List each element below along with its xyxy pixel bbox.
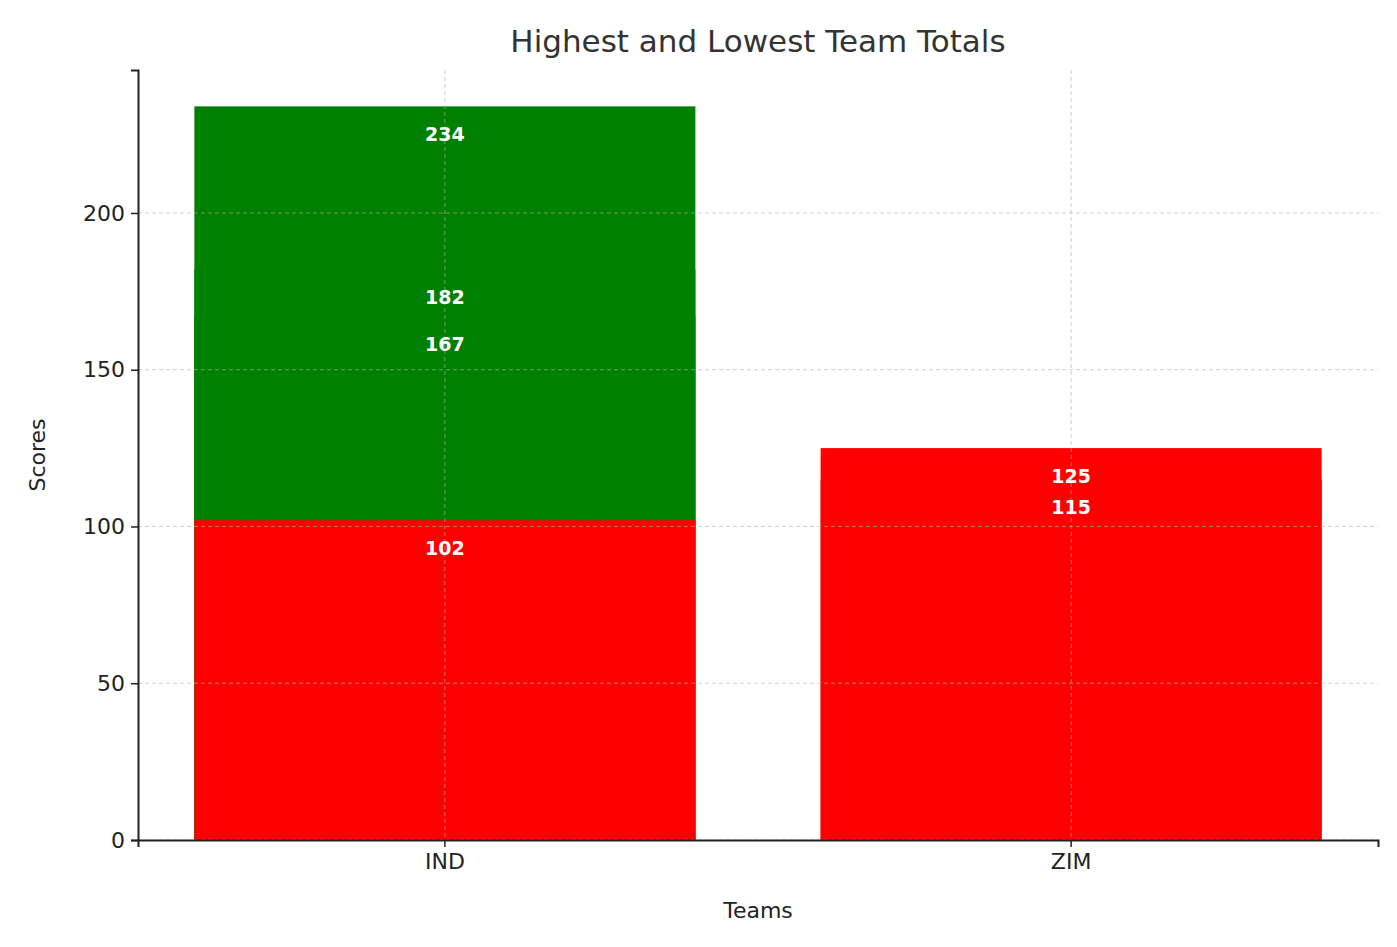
data-label: 115 [1051, 496, 1091, 518]
data-label: 182 [425, 286, 465, 308]
bars [194, 106, 1321, 840]
y-axis: 0 50 100 150 200 [83, 71, 139, 853]
bar [194, 269, 695, 840]
grid-line [138, 212, 1378, 213]
data-label: 167 [425, 333, 465, 355]
tick-mark [131, 683, 138, 685]
x-axis-title: Teams [722, 898, 793, 923]
grid [138, 70, 1378, 840]
tick-label: 150 [83, 357, 125, 382]
grid-line [444, 70, 445, 840]
grid-line [1071, 70, 1072, 840]
tick-mark [131, 213, 138, 215]
y-tick: 100 [83, 514, 138, 539]
tick-label: IND [425, 849, 465, 874]
chart: 234 182 167 102 125 115 0 50 100 150 200 IND ZIM High… [0, 0, 1397, 947]
grid-line [138, 526, 1378, 527]
tick-label: ZIM [1051, 849, 1092, 874]
x-axis-line [139, 841, 1379, 848]
tick-mark [131, 840, 138, 842]
title: Highest and Lowest Team Totals [510, 23, 1005, 59]
tick-mark [444, 840, 446, 847]
tick-label: 100 [83, 514, 125, 539]
tick-label: 0 [111, 828, 125, 853]
tick-mark [1070, 840, 1072, 847]
data-label: 102 [425, 537, 465, 559]
x-axis: IND ZIM [139, 840, 1379, 874]
data-label: 125 [1051, 465, 1091, 487]
grid-line [138, 683, 1378, 684]
y-axis-title: Scores [25, 418, 50, 491]
tick-label: 50 [97, 671, 125, 696]
x-tick: ZIM [1051, 840, 1092, 874]
y-tick: 50 [97, 671, 138, 696]
y-axis-line [131, 71, 139, 841]
data-labels: 234 182 167 102 125 115 [425, 123, 1091, 559]
x-tick: IND [425, 840, 465, 874]
tick-mark [131, 369, 138, 371]
grid-line [138, 369, 1378, 370]
y-tick: 150 [83, 357, 138, 382]
tick-label: 200 [83, 201, 125, 226]
data-label: 234 [425, 123, 465, 145]
tick-mark [131, 526, 138, 528]
y-tick: 200 [83, 201, 138, 226]
y-tick: 0 [111, 828, 138, 853]
